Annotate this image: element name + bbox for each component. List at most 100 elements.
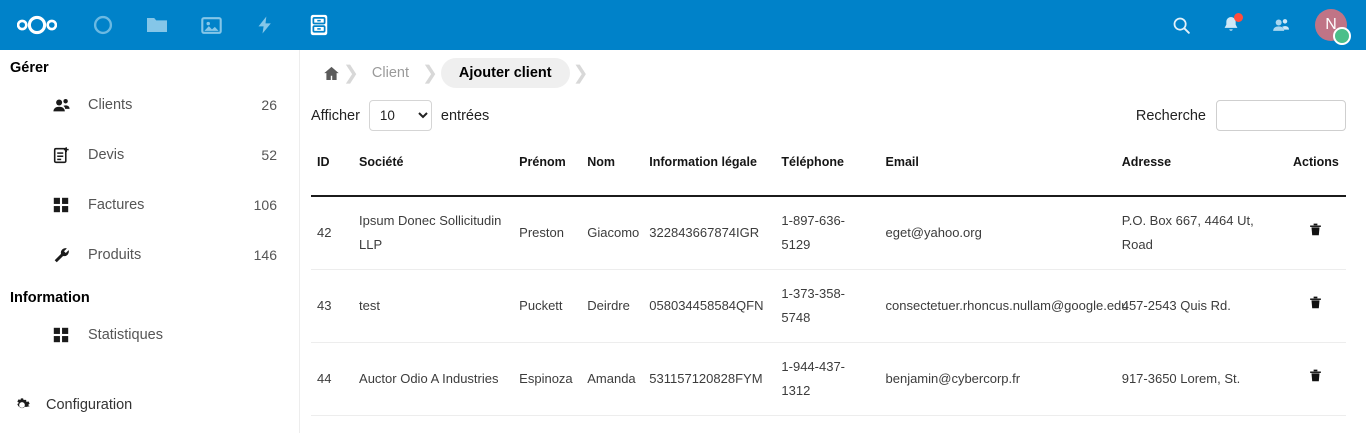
delete-trash-icon[interactable] bbox=[1308, 367, 1323, 384]
cell-prenom: Espinoza bbox=[513, 342, 582, 416]
table-header-row: ID Société Prénom Nom Information légale… bbox=[311, 142, 1346, 197]
files-icon[interactable] bbox=[132, 0, 182, 50]
search-icon[interactable] bbox=[1156, 0, 1206, 50]
cell-societe: Ipsum Donec Sollicitudin LLP bbox=[353, 196, 514, 270]
sidebar-item-count: 106 bbox=[253, 197, 277, 213]
cell-adresse: 917-3650 Lorem, St. bbox=[1115, 342, 1286, 416]
sidebar-item-factures[interactable]: Factures 106 bbox=[0, 180, 299, 230]
cell-tel: 1-373-358-5748 bbox=[775, 269, 880, 343]
online-status-dot bbox=[1333, 27, 1351, 45]
home-icon[interactable] bbox=[323, 65, 340, 82]
table-row[interactable]: 45Donec FoundationDawsonOdette4661435827… bbox=[311, 415, 1346, 433]
column-header-nom[interactable]: Nom bbox=[581, 142, 644, 197]
cell-adresse: Ap #698-3925 Sociis St. bbox=[1115, 415, 1286, 433]
sidebar-section-information: Information Statistiques bbox=[0, 280, 299, 360]
cell-nom: Odette bbox=[581, 415, 644, 433]
cell-nom: Giacomo bbox=[581, 196, 644, 270]
cell-nom: Deirdre bbox=[581, 269, 644, 343]
notifications-bell-icon[interactable] bbox=[1206, 0, 1256, 50]
table-row[interactable]: 44 Auctor Odio A Industries Espinoza Amanda… bbox=[311, 342, 1346, 416]
column-header-telephone[interactable]: Téléphone bbox=[775, 142, 880, 197]
breadcrumb-separator-icon: ❯ bbox=[343, 62, 359, 84]
breadcrumb-separator-icon: ❯ bbox=[422, 62, 438, 84]
nextcloud-logo[interactable] bbox=[12, 0, 62, 50]
breadcrumb-item-client[interactable]: Client bbox=[371, 65, 409, 81]
column-header-prenom[interactable]: Prénom bbox=[513, 142, 582, 197]
cell-adresse: 457-2543 Quis Rd. bbox=[1115, 269, 1286, 343]
main-content: ❯ Client ❯ Ajouter client ❯ Afficher 10 … bbox=[301, 50, 1366, 433]
cell-legale: 466143582715TCR bbox=[643, 415, 776, 433]
sidebar-item-label: Devis bbox=[88, 147, 125, 163]
column-header-societe[interactable]: Société bbox=[353, 142, 514, 197]
column-header-information-legale[interactable]: Information légale bbox=[643, 142, 776, 197]
cell-email: dictum.cursus@yahoo.edu bbox=[879, 415, 1116, 433]
cell-id: 45 bbox=[311, 415, 354, 433]
activity-icon[interactable] bbox=[240, 0, 290, 50]
column-header-email[interactable]: Email bbox=[879, 142, 1116, 197]
sidebar: Gérer Clients 26 bbox=[0, 50, 300, 433]
breadcrumb-separator-icon: ❯ bbox=[572, 62, 589, 84]
clients-table: ID Société Prénom Nom Information légale… bbox=[311, 142, 1346, 433]
table-row[interactable]: 43 test Puckett Deirdre 058034458584QFN 1-373… bbox=[311, 269, 1346, 343]
sidebar-item-label: Statistiques bbox=[88, 327, 163, 343]
breadcrumb: ❯ Client ❯ Ajouter client ❯ bbox=[301, 50, 1366, 96]
cell-adresse: P.O. Box 667, 4464 Ut, Road bbox=[1115, 196, 1286, 270]
note-plus-icon bbox=[52, 146, 74, 165]
delete-trash-icon[interactable] bbox=[1308, 221, 1323, 238]
table-body: 42 Ipsum Donec Sollicitudin LLP Preston Gia… bbox=[311, 196, 1346, 433]
clients-table-wrapper: ID Société Prénom Nom Information légale… bbox=[301, 142, 1366, 433]
sidebar-section-title-information: Information bbox=[10, 290, 90, 306]
cell-id: 43 bbox=[311, 269, 354, 343]
cell-prenom: Puckett bbox=[513, 269, 582, 343]
search-filter-control: Recherche bbox=[1136, 100, 1346, 131]
grid-icon bbox=[52, 326, 74, 344]
cell-societe: test bbox=[353, 269, 514, 343]
cell-societe: Auctor Odio A Industries bbox=[353, 342, 514, 416]
delete-trash-icon[interactable] bbox=[1308, 294, 1323, 311]
cell-actions bbox=[1285, 269, 1346, 343]
cell-prenom: Dawson bbox=[513, 415, 582, 433]
sidebar-item-label: Factures bbox=[88, 197, 145, 213]
sidebar-item-clients[interactable]: Clients 26 bbox=[0, 80, 299, 130]
sidebar-item-label: Produits bbox=[88, 247, 142, 263]
invoices-app-icon[interactable] bbox=[294, 0, 344, 60]
cell-email: eget@yahoo.org bbox=[879, 196, 1116, 270]
avatar[interactable]: N bbox=[1306, 0, 1356, 50]
sidebar-section-gerer: Gérer Clients 26 bbox=[0, 50, 299, 280]
notification-badge-dot bbox=[1234, 13, 1243, 22]
sidebar-item-produits[interactable]: Produits 146 bbox=[0, 230, 299, 280]
contacts-icon[interactable] bbox=[1256, 0, 1306, 50]
sidebar-configuration-label: Configuration bbox=[46, 397, 133, 413]
sidebar-item-count: 26 bbox=[261, 97, 277, 113]
entries-per-page-select[interactable]: 10 25 50 100 bbox=[368, 100, 432, 131]
entries-length-control: Afficher 10 25 50 100 entrées bbox=[311, 100, 489, 131]
column-header-id[interactable]: ID bbox=[311, 142, 354, 197]
sidebar-item-label: Clients bbox=[88, 97, 133, 113]
sidebar-item-devis[interactable]: Devis 52 bbox=[0, 130, 299, 180]
breadcrumb-item-ajouter-client[interactable]: Ajouter client bbox=[440, 58, 570, 88]
cell-id: 42 bbox=[311, 196, 354, 270]
grid-icon bbox=[52, 196, 74, 214]
sidebar-item-count: 146 bbox=[253, 247, 277, 263]
sidebar-section-title-gerer: Gérer bbox=[10, 60, 49, 76]
account-group-icon bbox=[52, 96, 74, 115]
column-header-adresse[interactable]: Adresse bbox=[1115, 142, 1286, 197]
table-head: ID Société Prénom Nom Information légale… bbox=[311, 142, 1346, 197]
cell-prenom: Preston bbox=[513, 196, 582, 270]
cell-tel: 1-365-885-2143 bbox=[775, 415, 880, 433]
cell-societe: Donec Foundation bbox=[353, 415, 514, 433]
column-header-actions: Actions bbox=[1285, 142, 1346, 197]
sidebar-item-statistiques[interactable]: Statistiques bbox=[0, 310, 299, 360]
cell-legale: 322843667874IGR bbox=[643, 196, 776, 270]
dashboard-icon[interactable] bbox=[78, 0, 128, 50]
cell-legale: 058034458584QFN bbox=[643, 269, 776, 343]
photos-icon[interactable] bbox=[186, 0, 236, 50]
table-row[interactable]: 42 Ipsum Donec Sollicitudin LLP Preston Gia… bbox=[311, 196, 1346, 270]
header-actions: N bbox=[1156, 0, 1356, 50]
cell-email: consectetuer.rhoncus.nullam@google.edu bbox=[879, 269, 1129, 343]
sidebar-item-configuration[interactable]: Configuration bbox=[0, 383, 300, 427]
cell-tel: 1-944-437-1312 bbox=[775, 342, 880, 416]
app-navigation-icons bbox=[78, 0, 348, 60]
search-label: Recherche bbox=[1135, 107, 1206, 124]
search-input[interactable] bbox=[1216, 100, 1346, 131]
